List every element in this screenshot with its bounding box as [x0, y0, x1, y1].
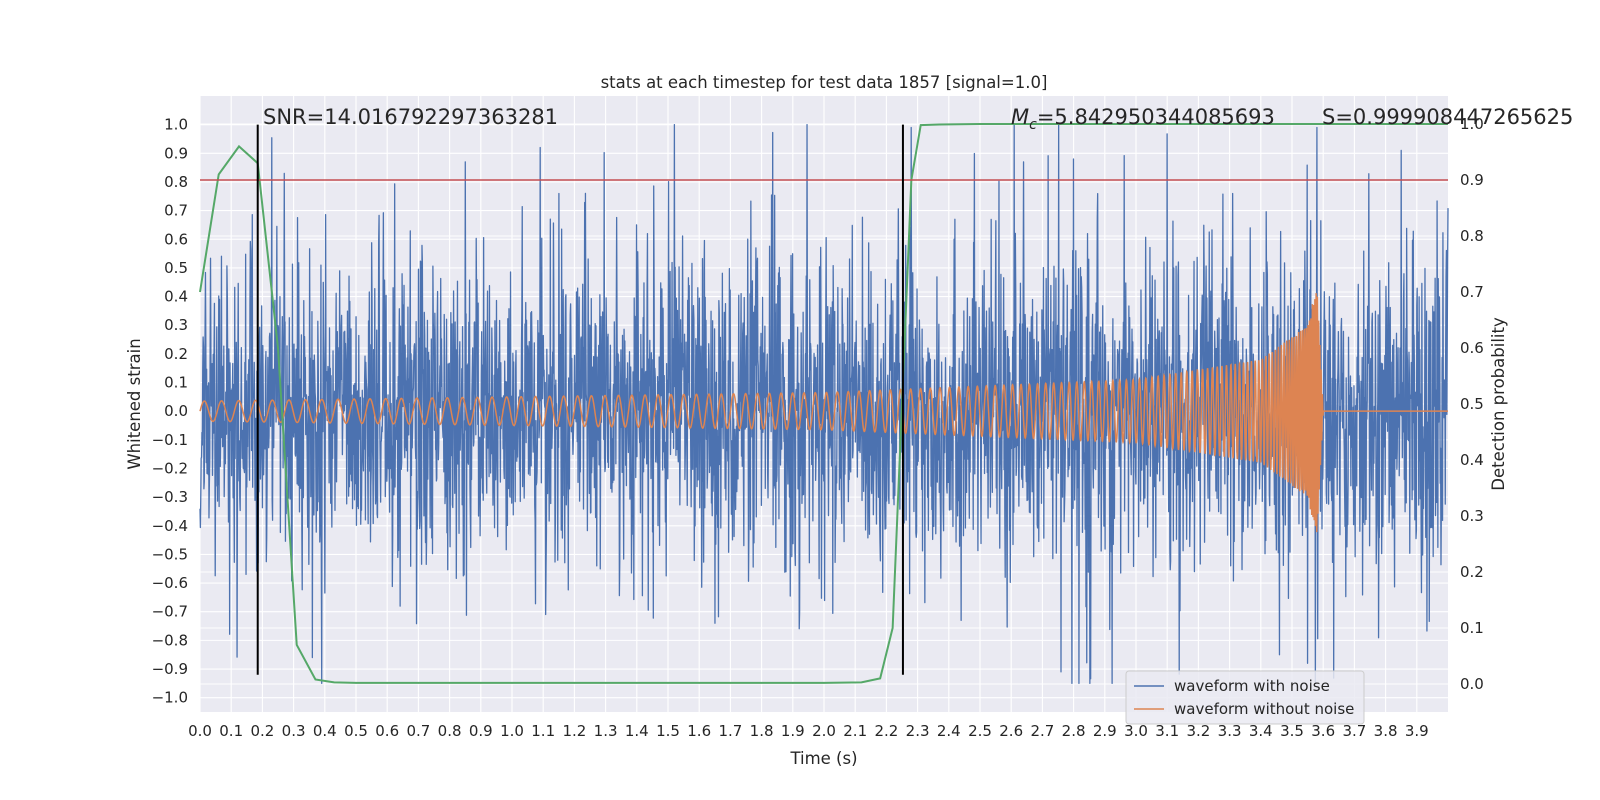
x-tick-label: 3.7 [1342, 722, 1366, 740]
y-tick-label: −0.7 [152, 603, 188, 621]
y-tick-label: 0.7 [164, 202, 188, 220]
x-tick-label: 0.2 [250, 722, 274, 740]
y-tick-label: −0.3 [152, 488, 188, 506]
y-tick-label: 0.5 [164, 259, 188, 277]
right-y-tick-label: 0.3 [1460, 507, 1484, 525]
x-tick-label: 0.7 [406, 722, 430, 740]
x-tick-label: 0.3 [282, 722, 306, 740]
x-tick-label: 0.9 [469, 722, 493, 740]
chirp-mass-symbol: M [1011, 105, 1029, 129]
y-tick-label: −1.0 [152, 689, 188, 707]
y-tick-label: −0.8 [152, 631, 188, 649]
right-y-tick-label: 0.6 [1460, 339, 1484, 357]
x-tick-label: 3.3 [1218, 722, 1242, 740]
x-tick-label: 2.9 [1093, 722, 1117, 740]
detection-probability-line [199, 123, 1448, 684]
x-tick-label: 1.7 [718, 722, 742, 740]
right-y-tick-label: 0.2 [1460, 563, 1484, 581]
x-tick-label: 3.6 [1311, 722, 1335, 740]
y-axis-label: Whitened strain [125, 338, 144, 469]
y-tick-label: 0.8 [164, 173, 188, 191]
series-layer [199, 124, 1449, 684]
x-tick-label: 3.5 [1280, 722, 1304, 740]
right-y-tick-label: 0.4 [1460, 451, 1484, 469]
x-tick-label: 0.0 [188, 722, 212, 740]
right-y-tick-label: 0.1 [1460, 619, 1484, 637]
x-tick-label: 1.5 [656, 722, 680, 740]
x-tick-label: 2.7 [1030, 722, 1054, 740]
chart-title: stats at each timestep for test data 185… [601, 73, 1048, 92]
x-tick-label: 3.8 [1374, 722, 1398, 740]
x-tick-label: 2.6 [999, 722, 1023, 740]
y-tick-label: −0.5 [152, 545, 188, 563]
x-tick-label: 0.8 [438, 722, 462, 740]
right-y-tick-label: 0.7 [1460, 283, 1484, 301]
right-y-tick-label: 1.0 [1460, 115, 1484, 133]
chirp-mass-value: =5.842950344085693 [1037, 105, 1275, 129]
x-tick-label: 3.2 [1186, 722, 1210, 740]
x-tick-label: 1.8 [750, 722, 774, 740]
legend: waveform with noise waveform without noi… [1125, 670, 1365, 725]
x-tick-label: 1.9 [781, 722, 805, 740]
right-y-tick-label: 0.0 [1460, 675, 1484, 693]
x-tick-label: 2.3 [906, 722, 930, 740]
legend-label-clean: waveform without noise [1174, 700, 1354, 718]
y-tick-label: 0.0 [164, 402, 188, 420]
y-tick-label: −0.4 [152, 517, 188, 535]
y-tick-label: 0.2 [164, 345, 188, 363]
overlay-layer [199, 123, 1448, 684]
x-tick-label: 2.8 [1062, 722, 1086, 740]
legend-box [1125, 670, 1365, 725]
y-tick-label: 0.9 [164, 144, 188, 162]
x-tick-label: 2.2 [874, 722, 898, 740]
x-tick-label: 1.3 [594, 722, 618, 740]
y-tick-label: 0.4 [164, 288, 188, 306]
x-tick-label: 2.1 [843, 722, 867, 740]
x-tick-label: 2.4 [937, 722, 961, 740]
x-tick-label: 0.6 [375, 722, 399, 740]
x-tick-label: 1.0 [500, 722, 524, 740]
right-y-tick-label: 0.8 [1460, 227, 1484, 245]
x-tick-label: 1.1 [531, 722, 555, 740]
y-tick-label: −0.1 [152, 431, 188, 449]
x-tick-label: 0.1 [219, 722, 243, 740]
x-tick-label: 1.2 [562, 722, 586, 740]
y-tick-label: 0.3 [164, 316, 188, 334]
right-y-tick-label: 0.5 [1460, 395, 1484, 413]
ticks: 0.0 0.1 0.2 0.3 0.4 0.5 0.6 0.7 0.8 0.9 1.0 1.1 1.2 1… [152, 115, 1484, 740]
y-tick-label: 0.1 [164, 374, 188, 392]
right-y-axis-label: Detection probability [1489, 317, 1508, 491]
chirp-mass-subscript: c [1029, 117, 1037, 133]
right-y-tick-label: 0.9 [1460, 171, 1484, 189]
y-tick-label: 1.0 [164, 116, 188, 134]
x-tick-label: 3.4 [1249, 722, 1273, 740]
score-annotation: S=0.999908447265625 [1322, 105, 1573, 129]
x-tick-label: 1.6 [687, 722, 711, 740]
legend-label-noisy: waveform with noise [1174, 677, 1330, 695]
x-tick-label: 3.9 [1405, 722, 1429, 740]
y-tick-label: −0.6 [152, 574, 188, 592]
clean-waveform-line [199, 293, 1448, 533]
x-tick-label: 2.0 [812, 722, 836, 740]
x-tick-label: 0.4 [313, 722, 337, 740]
x-tick-label: 3.0 [1124, 722, 1148, 740]
y-tick-label: −0.9 [152, 660, 188, 678]
x-axis-label: Time (s) [789, 749, 857, 768]
x-tick-label: 1.4 [625, 722, 649, 740]
x-tick-label: 3.1 [1155, 722, 1179, 740]
x-tick-label: 0.5 [344, 722, 368, 740]
snr-annotation: SNR=14.016792297363281 [263, 105, 558, 129]
y-tick-label: −0.2 [152, 459, 188, 477]
chirp-mass-annotation: Mc=5.842950344085693 [1011, 105, 1275, 133]
x-tick-label: 2.5 [968, 722, 992, 740]
y-tick-label: 0.6 [164, 230, 188, 248]
